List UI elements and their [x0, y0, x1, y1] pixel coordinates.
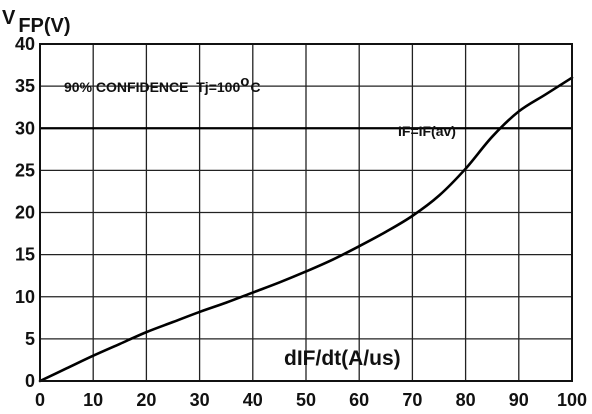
axes: [39, 43, 573, 382]
confidence-annotation: 90% CONFIDENCE Tj=100oC: [64, 73, 261, 95]
y-tick-label: 10: [15, 287, 35, 307]
x-tick-label: 30: [190, 390, 210, 410]
y-tick-label: 5: [25, 329, 35, 349]
y-tick-label: 40: [15, 34, 35, 54]
confidence-annotation-unit: C: [250, 79, 260, 95]
y-axis-label-main: V: [2, 7, 16, 29]
series-group: [38, 76, 574, 383]
x-tick-label: 10: [83, 390, 103, 410]
x-tick-label: 80: [456, 390, 476, 410]
x-axis-label: dIF/dt(A/us): [284, 347, 401, 370]
x-tick-label: 60: [349, 390, 369, 410]
labels: V FP(V) dIF/dt(A/us) 90% CONFIDENCE Tj=10…: [2, 7, 456, 370]
grid: [40, 44, 572, 381]
confidence-annotation-degree: o: [240, 73, 249, 90]
confidence-annotation-text: 90% CONFIDENCE Tj=100: [64, 79, 240, 95]
y-tick-label: 20: [15, 203, 35, 223]
x-tick-label: 100: [557, 390, 587, 410]
y-axis-label: V FP(V): [2, 7, 71, 37]
y-axis-label-sub: FP(V): [18, 15, 70, 37]
reference-line-label: IF=IF(av): [398, 123, 456, 139]
y-tick-label: 25: [15, 160, 35, 180]
y-tick-label: 30: [15, 118, 35, 138]
tick-labels: 0 10 20 30 40 50 60 70 80 90 100 0 5 10 15 20 25 30 35 40: [15, 34, 587, 410]
series-line: [38, 76, 574, 383]
y-tick-label: 35: [15, 76, 35, 96]
x-tick-label: 20: [136, 390, 156, 410]
x-tick-label: 0: [35, 390, 45, 410]
y-tick-label: 15: [15, 245, 35, 265]
x-tick-label: 40: [243, 390, 263, 410]
x-tick-label: 70: [402, 390, 422, 410]
plot-frame: [39, 43, 573, 382]
y-tick-label: 0: [25, 371, 35, 391]
x-tick-label: 50: [296, 390, 316, 410]
x-tick-label: 90: [509, 390, 529, 410]
